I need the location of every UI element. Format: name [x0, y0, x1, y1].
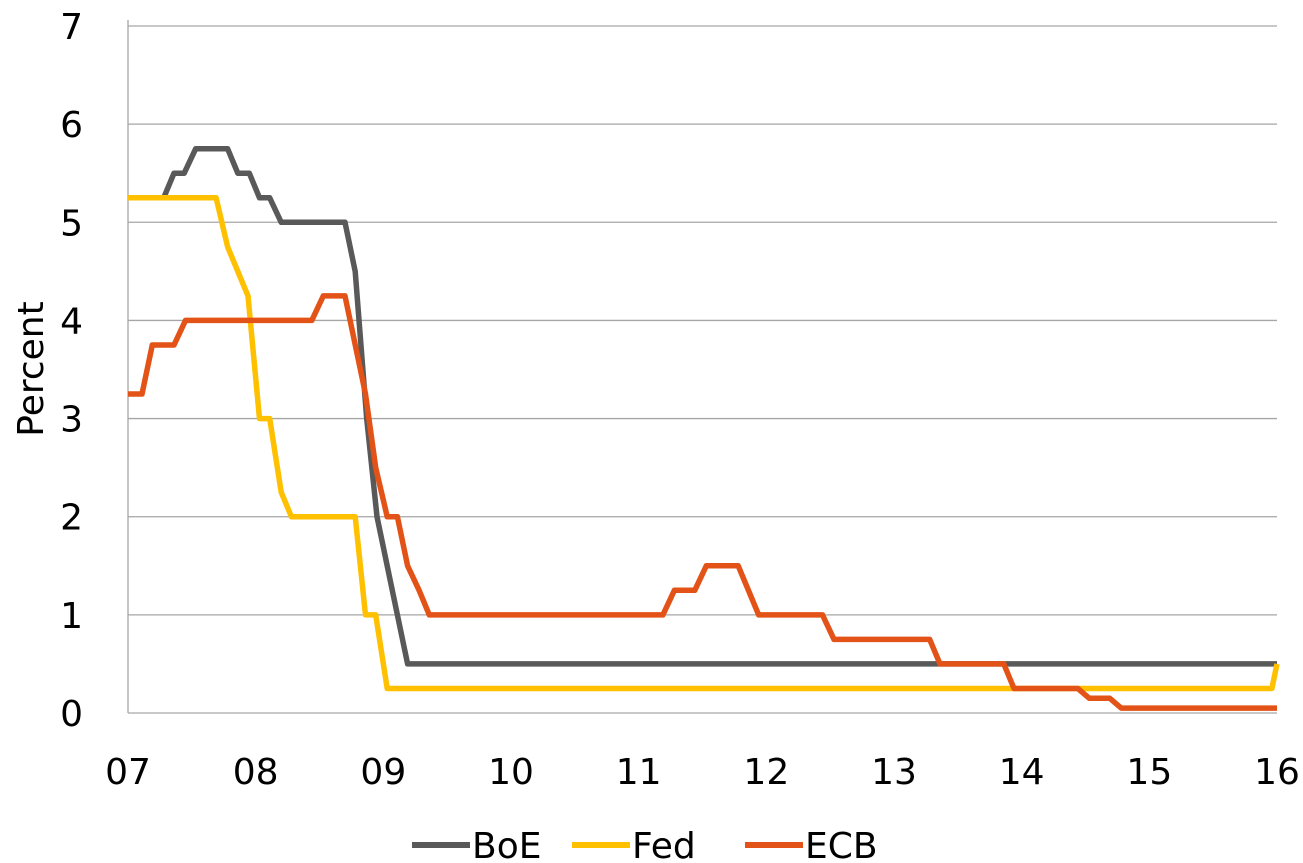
x-tick-label: 09	[360, 752, 406, 793]
series-lines	[128, 145, 1280, 711]
x-tick-label: 12	[743, 752, 789, 793]
y-tick-label: 4	[60, 301, 83, 342]
x-tick-label: 08	[233, 752, 279, 793]
y-tick-label: 2	[60, 498, 83, 539]
legend-label-fed: Fed	[632, 826, 696, 863]
series-line-ecb	[128, 293, 1277, 711]
series-line-boe	[128, 145, 1277, 667]
legend-label-ecb: ECB	[805, 826, 878, 863]
x-tick-label: 14	[999, 752, 1045, 793]
legend-label-boe: BoE	[472, 826, 541, 863]
x-tick-label: 11	[616, 752, 662, 793]
axes	[127, 20, 1277, 714]
y-tick-label: 1	[60, 596, 83, 637]
y-tick-label: 0	[60, 694, 83, 735]
x-tick-label: 13	[871, 752, 917, 793]
x-tick-label: 10	[488, 752, 534, 793]
x-tick-label: 15	[1126, 752, 1172, 793]
y-tick-label: 5	[60, 203, 83, 244]
series-line-fed	[128, 195, 1280, 692]
y-tick-label: 6	[60, 105, 83, 146]
legend: BoE Fed ECB	[412, 826, 878, 863]
y-axis-title: Percent	[11, 301, 52, 436]
y-tick-label: 3	[60, 400, 83, 441]
y-tick-label: 7	[60, 7, 83, 48]
y-axis-tick-labels: 0 1 2 3 4 5 6 7	[60, 7, 83, 735]
x-axis-tick-labels: 07 08 09 10 11 12 13 14 15 16	[105, 752, 1300, 793]
x-tick-label: 16	[1254, 752, 1300, 793]
x-tick-label: 07	[105, 752, 151, 793]
